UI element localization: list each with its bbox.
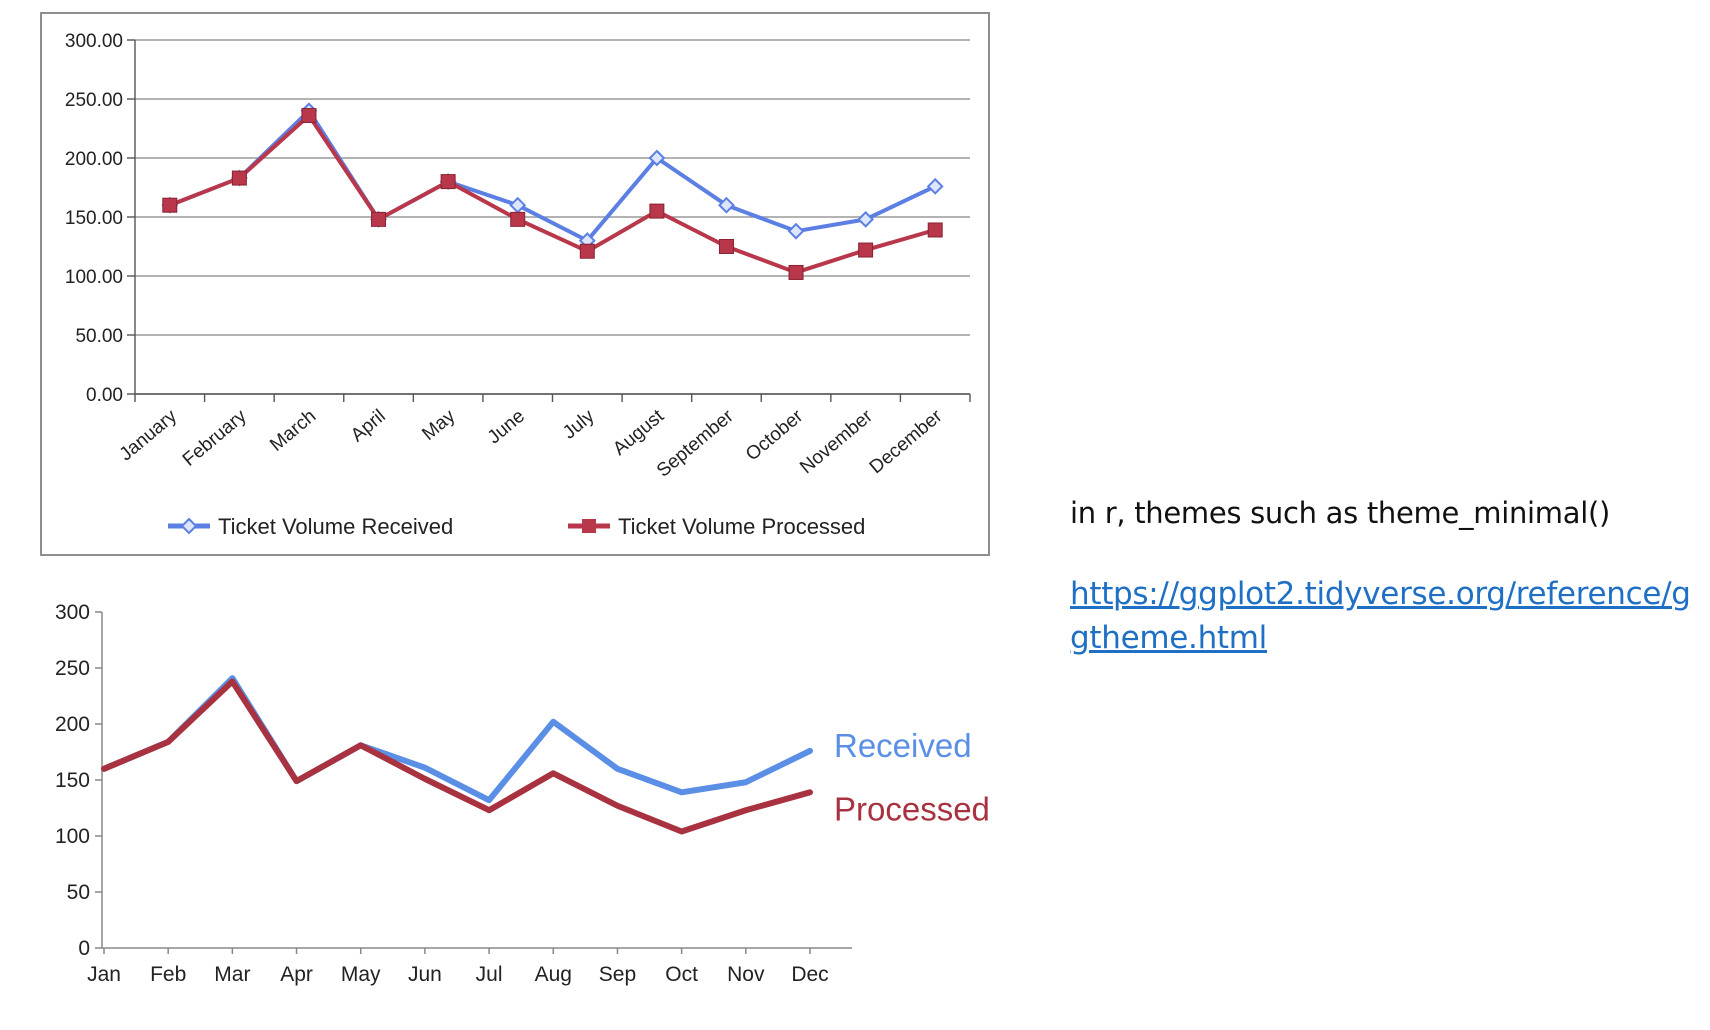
y-tick-label: 100.00 [65,267,123,288]
x-tick-label-oct: Oct [665,963,698,986]
legend-marker [180,517,198,535]
series-line-received [101,675,813,804]
theme-caption: in r, themes such as theme_minimal() [1070,496,1610,530]
y-tick-label: 150.00 [65,208,123,229]
y-tick-label: 250 [55,657,90,680]
point-ticket-volume-received [857,210,875,228]
y-tick-label: 100 [55,825,90,848]
x-tick-label-jan: Jan [87,963,121,986]
series-line-ticket-volume-received [169,108,937,243]
minimal-style-line-chart: 0 50 100 150 200 250 300 Jan Feb Mar Apr May Jun Jul A… [55,601,990,986]
x-tick-label-nov: Nov [727,963,765,986]
point-ticket-volume-received [787,222,805,240]
point-ticket-volume-processed [649,203,665,219]
y-tick-label: 50 [67,881,90,904]
point-ticket-volume-processed [440,174,456,190]
y-tick-label: 300 [55,601,90,624]
point-ticket-volume-received [648,149,666,167]
point-ticket-volume-processed [371,211,387,227]
point-ticket-volume-received [926,177,944,195]
y-tick-label: 150 [55,769,90,792]
point-ticket-volume-processed [718,239,734,254]
x-tick-label-feb: Feb [150,963,186,986]
end-label-received: Received [834,727,972,764]
point-ticket-volume-processed [927,222,943,238]
point-ticket-volume-processed [788,264,804,280]
legend-label-ticket-volume-processed: Ticket Volume Processed [618,514,865,539]
point-ticket-volume-processed [162,197,178,213]
x-tick-label-mar: Mar [214,963,250,986]
point-ticket-volume-processed [510,211,526,227]
point-ticket-volume-processed [301,108,317,124]
ggtheme-link[interactable]: https://ggplot2.tidyverse.org/reference/… [1070,576,1691,656]
y-tick-label: 0 [78,937,90,960]
point-ticket-volume-processed [231,170,247,186]
x-tick-label-jul: Jul [476,963,503,986]
excel-style-line-chart: 0.0050.00100.00150.00200.00250.00300.00J… [40,12,990,556]
x-tick-label-aug: Aug [535,963,572,986]
y-tick-label: 0.00 [86,385,123,406]
y-tick-label: 50.00 [75,326,123,347]
side-text: in r, themes such as theme_minimal() htt… [1070,496,1710,660]
x-tick-label-apr: Apr [280,963,313,986]
series-line-processed [101,678,813,835]
point-ticket-volume-processed [858,242,874,258]
x-tick-label-jun: Jun [408,963,442,986]
legend-marker [582,519,596,533]
y-tick-label: 250.00 [65,90,123,111]
series-line-ticket-volume-processed [169,113,936,275]
chart-frame [40,12,990,556]
y-tick-label: 200 [55,713,90,736]
x-tick-label-dec: Dec [791,963,828,986]
point-ticket-volume-received [718,196,735,214]
y-tick-label: 300.00 [65,31,123,52]
end-label-processed: Processed [834,790,990,827]
point-ticket-volume-processed [579,243,595,259]
legend-label-ticket-volume-received: Ticket Volume Received [218,514,453,539]
x-tick-label-may: May [341,963,381,986]
y-tick-label: 200.00 [65,149,123,170]
x-tick-label-sep: Sep [599,963,636,986]
